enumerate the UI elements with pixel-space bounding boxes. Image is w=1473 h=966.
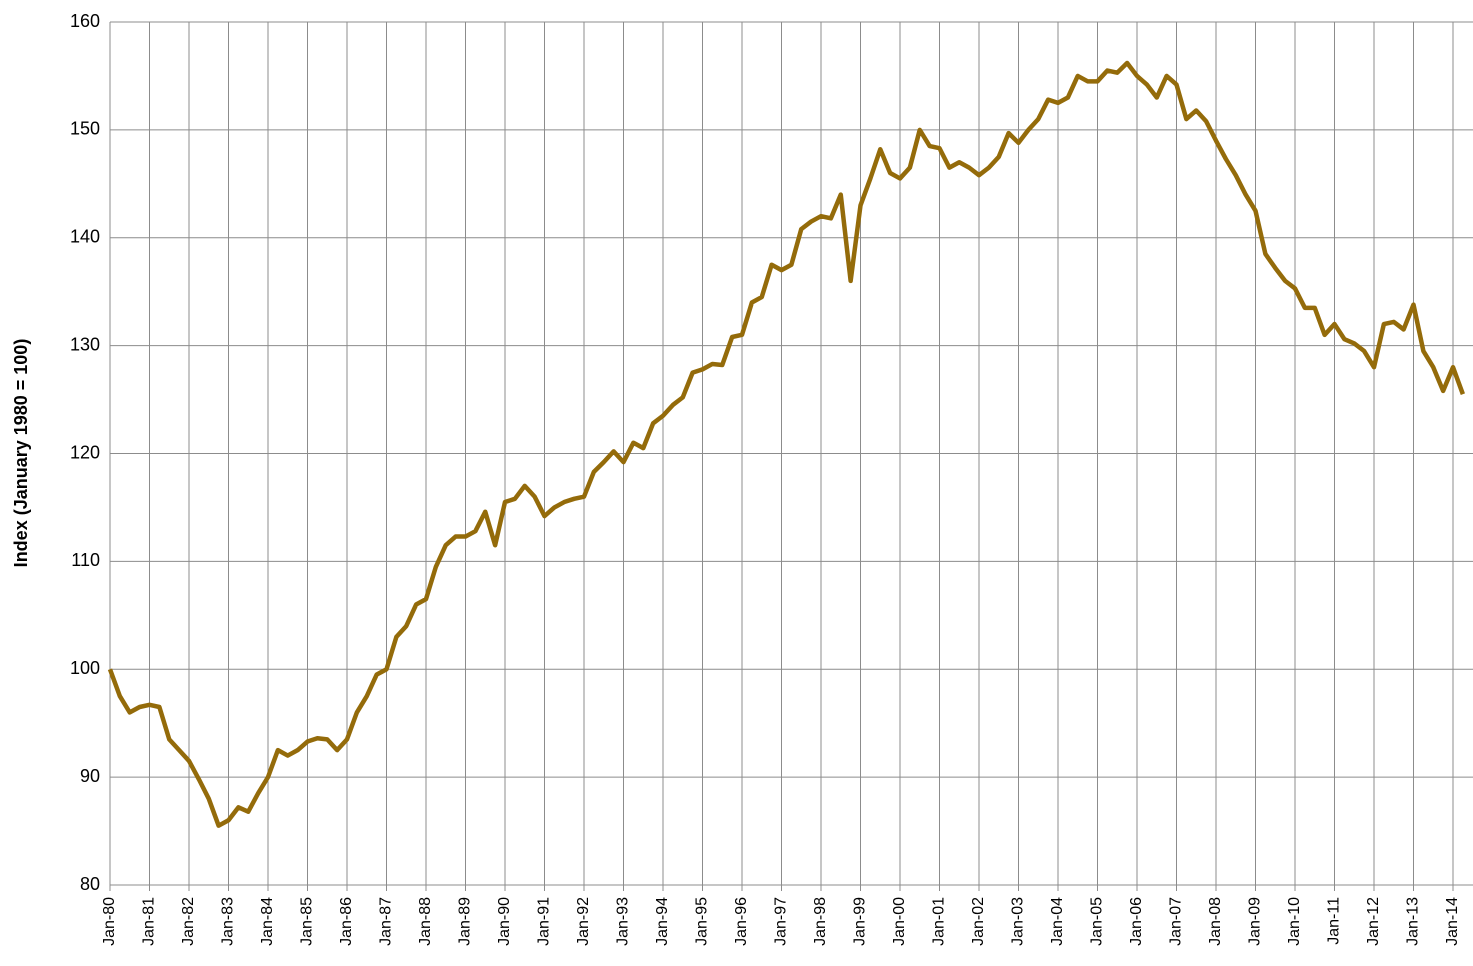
x-tick-label: Jan-86	[338, 897, 355, 946]
x-tick-label: Jan-10	[1286, 897, 1303, 946]
x-tick-label: Jan-02	[970, 897, 987, 946]
y-tick-label: 150	[70, 119, 100, 139]
x-tick-label: Jan-08	[1207, 897, 1224, 946]
x-tick-label: Jan-87	[378, 897, 395, 946]
x-tick-label: Jan-84	[259, 897, 276, 946]
x-tick-label: Jan-91	[536, 897, 553, 946]
x-tick-label: Jan-93	[615, 897, 632, 946]
x-tick-label: Jan-13	[1405, 897, 1422, 946]
data-line	[107, 60, 1465, 828]
y-tick-label: 90	[80, 766, 100, 786]
y-tick-label: 80	[80, 874, 100, 894]
x-tick-label: Jan-14	[1444, 897, 1461, 946]
y-tick-label: 120	[70, 442, 100, 462]
x-tick-label: Jan-94	[654, 897, 671, 946]
x-tick-label: Jan-82	[180, 897, 197, 946]
x-tick-label: Jan-00	[891, 897, 908, 946]
x-tick-label: Jan-96	[733, 897, 750, 946]
x-tick-label: Jan-97	[773, 897, 790, 946]
y-tick-label: 140	[70, 227, 100, 247]
x-tick-label: Jan-95	[694, 897, 711, 946]
x-tick-label: Jan-99	[852, 897, 869, 946]
x-tick-label: Jan-90	[496, 897, 513, 946]
x-tick-label: Jan-80	[101, 897, 118, 946]
y-axis-title: Index (January 1980 = 100)	[11, 339, 31, 568]
x-tick-label: Jan-12	[1365, 897, 1382, 946]
x-tick-label: Jan-03	[1010, 897, 1027, 946]
x-tick-label: Jan-01	[931, 897, 948, 946]
x-tick-label: Jan-89	[457, 897, 474, 946]
x-tick-label: Jan-85	[299, 897, 316, 946]
x-tick-label: Jan-98	[812, 897, 829, 946]
y-tick-label: 160	[70, 11, 100, 31]
x-tick-label: Jan-81	[141, 897, 158, 946]
x-tick-label: Jan-06	[1128, 897, 1145, 946]
x-tick-label: Jan-11	[1326, 897, 1343, 945]
x-tick-label: Jan-83	[220, 897, 237, 946]
y-tick-label: 100	[70, 658, 100, 678]
x-tick-label: Jan-07	[1168, 897, 1185, 946]
x-tick-label: Jan-09	[1247, 897, 1264, 946]
y-tick-label: 110	[71, 550, 100, 570]
x-tick-label: Jan-92	[575, 897, 592, 946]
x-tick-label: Jan-04	[1049, 897, 1066, 946]
x-tick-label: Jan-88	[417, 897, 434, 946]
x-tick-label: Jan-05	[1089, 897, 1106, 946]
y-tick-label: 130	[70, 334, 100, 354]
